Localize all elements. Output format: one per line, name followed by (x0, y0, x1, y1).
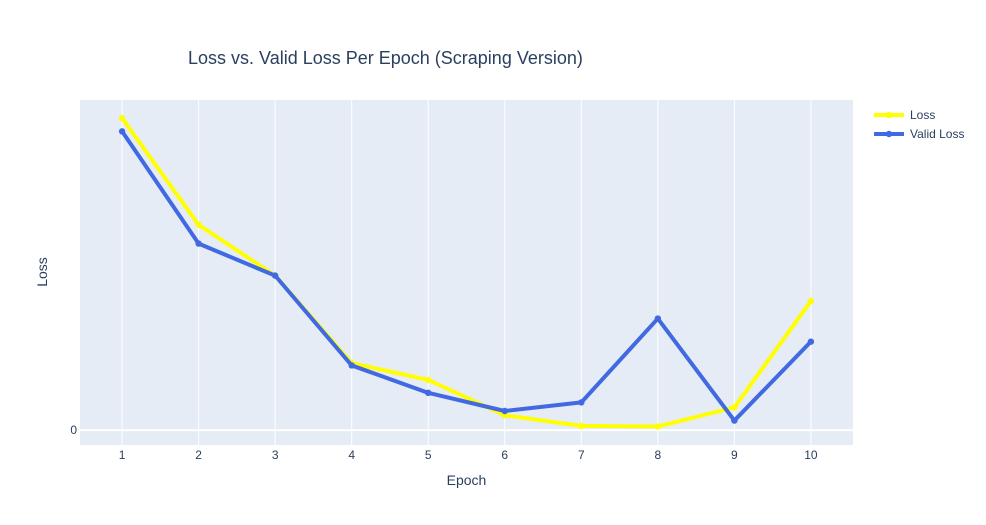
gridlines (80, 100, 853, 445)
x-tick-label: 10 (804, 448, 818, 462)
data-point-valid-loss[interactable] (271, 272, 279, 279)
x-tick-label: 7 (578, 448, 585, 462)
chart-title: Loss vs. Valid Loss Per Epoch (Scraping … (188, 48, 583, 68)
series-valid-loss (118, 128, 815, 424)
data-point-valid-loss[interactable] (425, 389, 432, 397)
data-point-valid-loss[interactable] (348, 362, 355, 369)
data-point-valid-loss[interactable] (195, 240, 202, 247)
x-tick-labels: 1 2 3 4 5 6 7 8 9 10 (119, 448, 818, 462)
legend-marker (885, 130, 893, 138)
plot-background (80, 100, 853, 445)
x-tick-label: 6 (501, 448, 508, 462)
data-point-valid-loss[interactable] (807, 338, 815, 345)
y-tick-labels: 0 (70, 423, 77, 437)
data-point-loss[interactable] (425, 376, 432, 384)
x-tick-label: 5 (425, 448, 432, 462)
legend-item-loss[interactable]: Loss (874, 108, 935, 122)
data-point-loss[interactable] (195, 221, 202, 228)
data-point-valid-loss[interactable] (731, 417, 738, 424)
x-tick-label: 9 (731, 448, 738, 462)
data-point-loss[interactable] (578, 422, 585, 430)
legend-item-valid-loss[interactable]: Valid Loss (874, 127, 964, 141)
series-layer (118, 114, 815, 430)
x-axis-title: Epoch (447, 472, 487, 488)
x-tick-label: 3 (272, 448, 279, 462)
y-axis-title: Loss (34, 257, 50, 287)
legend-label: Loss (910, 108, 935, 122)
series-line-valid-loss (120, 130, 813, 423)
data-point-loss[interactable] (731, 404, 738, 411)
legend-marker (885, 111, 893, 119)
data-point-loss[interactable] (118, 114, 126, 122)
y-tick-label: 0 (70, 423, 77, 437)
data-point-valid-loss[interactable] (578, 399, 585, 406)
x-tick-label: 2 (195, 448, 202, 462)
data-point-valid-loss[interactable] (118, 128, 126, 135)
data-point-valid-loss[interactable] (501, 407, 508, 415)
x-tick-label: 4 (348, 448, 355, 462)
series-line-loss (120, 116, 813, 429)
x-tick-label: 8 (654, 448, 661, 462)
x-tick-label: 1 (119, 448, 126, 462)
legend-label: Valid Loss (910, 127, 964, 141)
data-point-valid-loss[interactable] (654, 315, 662, 322)
data-point-loss[interactable] (654, 423, 662, 430)
data-point-loss[interactable] (807, 297, 815, 305)
legend[interactable]: Loss Valid Loss (874, 108, 964, 141)
